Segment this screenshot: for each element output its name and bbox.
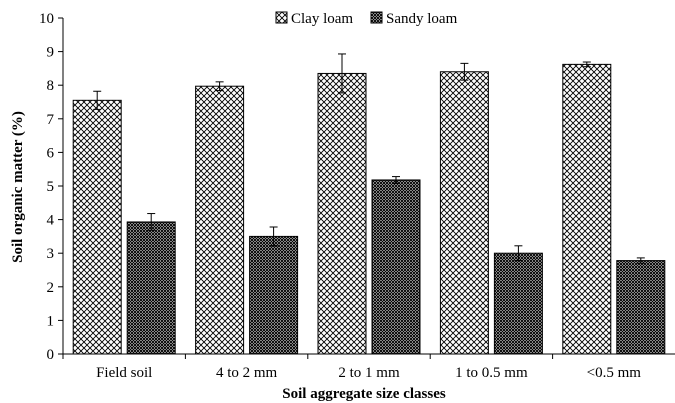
tick-labels: 0 1 2 3 4 5 6 7 8 9 10 Field soil 4 to 2 mm 2 to 1 mm… bbox=[39, 11, 641, 381]
legend-label-sandy-loam: Sandy loam bbox=[386, 11, 458, 27]
x-tick-label: Field soil bbox=[96, 365, 152, 381]
bar-clay-loam bbox=[72, 99, 122, 355]
legend-swatch-sandy-loam bbox=[370, 11, 383, 24]
bar-clay-loam bbox=[317, 72, 367, 355]
y-tick-label: 6 bbox=[47, 145, 55, 161]
bars bbox=[72, 53, 666, 355]
y-tick-label: 10 bbox=[39, 11, 54, 27]
y-tick-label: 1 bbox=[47, 313, 55, 329]
y-tick-label: 8 bbox=[47, 78, 55, 94]
bar-sandy-loam bbox=[371, 179, 421, 355]
y-tick-label: 4 bbox=[47, 213, 55, 229]
legend-swatch-clay-loam bbox=[275, 11, 288, 24]
bar-clay-loam bbox=[195, 85, 245, 355]
y-axis-title: Soil organic matter (%) bbox=[10, 111, 26, 263]
y-tick-label: 0 bbox=[47, 347, 55, 363]
legend-label-clay-loam: Clay loam bbox=[291, 11, 353, 27]
bar-sandy-loam bbox=[249, 235, 299, 355]
y-tick-label: 3 bbox=[47, 246, 55, 262]
bar-clay-loam bbox=[562, 63, 612, 355]
bar-sandy-loam bbox=[493, 252, 543, 355]
x-tick-label: 4 to 2 mm bbox=[216, 365, 278, 381]
legend: Clay loam Sandy loam bbox=[275, 11, 458, 27]
x-tick-label: 2 to 1 mm bbox=[338, 365, 400, 381]
bar-sandy-loam bbox=[616, 260, 666, 355]
x-tick-label: <0.5 mm bbox=[587, 365, 642, 381]
bar-sandy-loam bbox=[126, 221, 176, 355]
x-tick-label: 1 to 0.5 mm bbox=[455, 365, 528, 381]
y-tick-label: 9 bbox=[47, 45, 55, 61]
y-tick-label: 2 bbox=[47, 280, 55, 296]
y-tick-label: 7 bbox=[47, 112, 55, 128]
bar-clay-loam bbox=[439, 71, 489, 355]
x-axis-title: Soil aggregate size classes bbox=[282, 386, 446, 402]
y-tick-label: 5 bbox=[47, 179, 55, 195]
